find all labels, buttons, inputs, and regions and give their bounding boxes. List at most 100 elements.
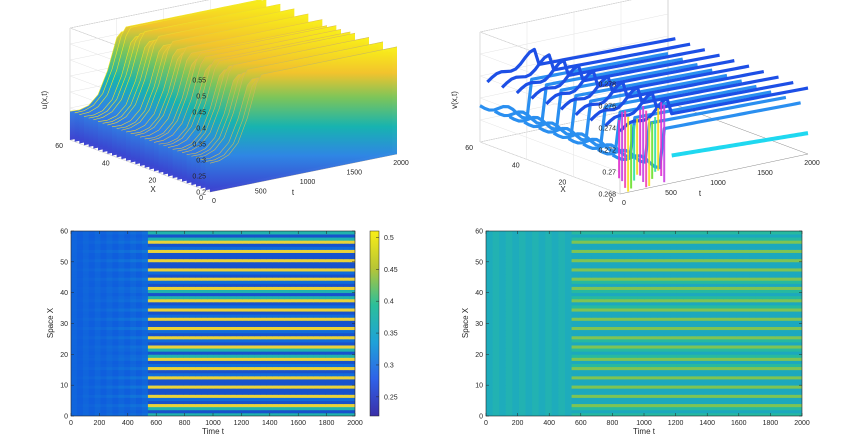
u-heatmap-cell (313, 301, 320, 306)
v-heatmap-cell (591, 345, 599, 349)
u-heatmap-cell (118, 323, 125, 327)
v-heatmap-cell (676, 323, 684, 327)
u-heatmap-cell (331, 345, 338, 349)
v-heatmap-cell (709, 320, 717, 324)
v-heatmap-cell (578, 332, 586, 337)
v-heatmap-cell (657, 372, 665, 377)
u-heatmap-cell (272, 252, 279, 257)
u-heatmap-cell (118, 397, 125, 401)
u-heatmap-cell (349, 252, 355, 257)
u-heatmap-cell (278, 363, 285, 368)
u-heatmap-cell (136, 382, 143, 386)
v-heatmap-cell (709, 369, 717, 374)
u-heatmap-cell (295, 308, 303, 312)
v-heatmap-cell (597, 317, 605, 321)
u-heatmap-cell (118, 234, 125, 238)
v-heatmap-cell (591, 409, 599, 414)
u-heatmap-cell (301, 335, 309, 340)
v-heatmap-cell (538, 369, 546, 374)
u-heatmap-cell (331, 348, 338, 352)
u-heatmap-cell (301, 363, 309, 368)
u-heatmap-cell (325, 301, 332, 306)
u-heatmap-cell (301, 295, 309, 300)
v-heatmap-cell (650, 348, 658, 352)
u-heatmap-cell (124, 323, 131, 327)
u-heatmap-cell (260, 292, 267, 297)
v-heatmap-cell (755, 412, 763, 416)
v-heatmap-cell (565, 305, 572, 309)
v-heatmap-cell (486, 335, 493, 340)
u-heatmap-cell (177, 326, 184, 331)
u-heatmap-cell (230, 382, 238, 386)
u-heatmap-cell (313, 240, 320, 244)
v-heatmap-cell (775, 409, 783, 414)
v-heatmap-cell (525, 314, 533, 318)
u-heatmap-cell (106, 323, 113, 327)
u-heatmap-cell (213, 255, 220, 260)
u-heatmap-cell (289, 249, 297, 253)
v-heatmap-cell (624, 403, 632, 408)
u-heatmap-cell (171, 388, 178, 392)
u-heatmap-cell (106, 301, 113, 306)
v-heatmap-cell (663, 311, 671, 315)
v-heatmap-cell (650, 360, 658, 364)
v-heatmap-cell (676, 314, 684, 318)
u-colorbar-ticks: 0.250.30.350.40.450.5 (376, 235, 398, 401)
u-heatmap-cell (301, 237, 309, 241)
u-heatmap-cell (224, 258, 232, 263)
v-heatmap-cell (525, 412, 533, 416)
u-heatmap-cell (201, 311, 208, 315)
u-heatmap-cell (230, 338, 238, 343)
v-heatmap-cell (749, 351, 757, 355)
u-heatmap-cell (177, 412, 184, 416)
u-heatmap-cell (313, 338, 320, 343)
v-heatmap-cell (591, 366, 599, 371)
u-heatmap-cell (301, 298, 309, 303)
u-heatmap-cell (337, 412, 344, 416)
u-colorbar-tick-label: 0.25 (384, 394, 398, 401)
v-heatmap-cell (512, 357, 520, 361)
v-heatmap-cell (492, 317, 500, 321)
u-heatmap-cell (136, 348, 143, 352)
u-heatmap-cell (112, 406, 119, 411)
u-heatmap-cell (313, 268, 320, 272)
u-heatmap-cell (242, 258, 249, 263)
v-heatmap-cell (703, 366, 711, 371)
v-heatmap-cell (663, 409, 671, 414)
v-heatmap-cell (499, 295, 507, 300)
u-heatmap-cell (289, 409, 297, 414)
u-heatmap-cell (278, 295, 285, 300)
v-heatmap-cell (723, 382, 730, 386)
u-heatmap-cell (224, 323, 232, 327)
u-heatmap-cell (260, 338, 267, 343)
u-heatmap-cell (71, 391, 78, 395)
v-heatmap-cell (709, 385, 717, 389)
u-heatmap-cell (177, 329, 184, 334)
v-heatmap-cell (591, 305, 599, 309)
v-heatmap-cell (696, 372, 704, 377)
v-heatmap-cell (650, 363, 658, 368)
u-heatmap-cell (349, 314, 355, 318)
v-heatmap-cell (690, 403, 698, 408)
u-heatmap-cell (100, 326, 107, 331)
u-heatmap-cell (230, 289, 238, 294)
u-heatmap-cell (142, 249, 149, 253)
u-heatmap-cell (343, 354, 350, 358)
u-heatmap-cell (136, 314, 143, 318)
u-heatmap-cell (82, 412, 90, 416)
u-heatmap-cell (76, 385, 84, 389)
u-heatmap-cell (313, 261, 320, 266)
u-heatmap-cell (112, 372, 119, 377)
v-heatmap-cell (571, 369, 579, 374)
u-heatmap-cell (201, 391, 208, 395)
v-heatmap-cell (729, 360, 737, 364)
v-heatmap-cell (624, 394, 632, 398)
v-heatmap-cell (755, 409, 763, 414)
u-heatmap-cell (136, 277, 143, 281)
u-heatmap-cell (213, 237, 220, 241)
u-heatmap-cell (147, 234, 155, 238)
u-heatmap-cell (295, 305, 303, 309)
u-heatmap-cell (100, 255, 107, 260)
u-heatmap-cell (112, 326, 119, 331)
v-heatmap-cell (525, 409, 533, 414)
